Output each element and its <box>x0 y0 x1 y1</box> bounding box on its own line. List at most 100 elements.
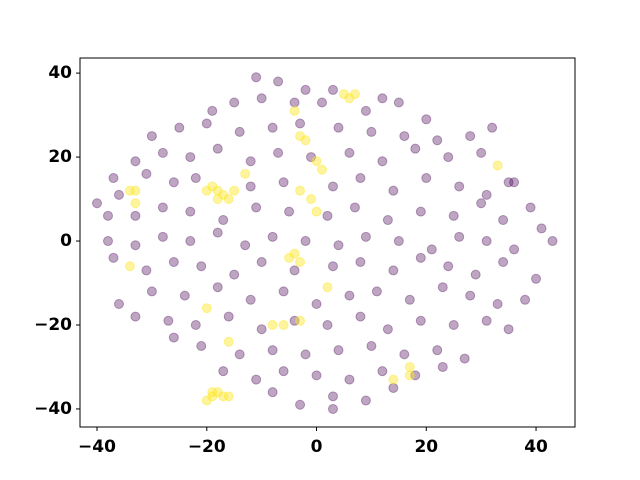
scatter-point <box>509 244 520 255</box>
scatter-point <box>388 185 399 196</box>
scatter-point <box>300 84 311 95</box>
scatter-point <box>256 257 267 268</box>
scatter-point <box>487 122 498 133</box>
scatter-point <box>306 152 317 163</box>
scatter-point <box>448 319 459 330</box>
scatter-point <box>251 374 262 385</box>
scatter-point <box>327 181 338 192</box>
scatter-point <box>201 303 212 314</box>
scatter-point <box>179 290 190 301</box>
scatter-point <box>525 202 536 213</box>
scatter-point <box>278 177 289 188</box>
scatter-point <box>393 236 404 247</box>
scatter-point <box>267 387 278 398</box>
scatter-point <box>267 345 278 356</box>
scatter-point <box>317 164 328 175</box>
scatter-point <box>278 286 289 297</box>
scatter-point <box>108 173 119 184</box>
scatter-point <box>349 202 360 213</box>
scatter-point <box>229 269 240 280</box>
scatter-point <box>382 324 393 335</box>
scatter-point <box>218 189 229 200</box>
scatter-point <box>322 282 333 293</box>
scatter-point <box>415 252 426 263</box>
scatter-point <box>437 282 448 293</box>
scatter-point <box>295 131 306 142</box>
scatter-point <box>185 236 196 247</box>
scatter-point <box>130 210 141 221</box>
scatter-point <box>360 105 371 116</box>
scatter-point <box>344 290 355 301</box>
scatter-point <box>223 391 234 402</box>
scatter-point <box>393 97 404 108</box>
scatter-point <box>245 294 256 305</box>
scatter-point <box>498 257 509 268</box>
scatter-point <box>366 126 377 137</box>
x-tick-label: 20 <box>414 437 438 457</box>
scatter-point <box>267 122 278 133</box>
scatter-point <box>465 290 476 301</box>
scatter-point <box>234 126 245 137</box>
scatter-point <box>174 122 185 133</box>
scatter-point <box>426 244 437 255</box>
scatter-point <box>256 324 267 335</box>
axes-frame <box>79 57 576 428</box>
scatter-point <box>245 156 256 167</box>
scatter-point <box>355 173 366 184</box>
scatter-point <box>223 194 234 205</box>
scatter-point <box>185 206 196 217</box>
scatter-point <box>273 76 284 87</box>
scatter-point <box>245 181 256 192</box>
y-tick-label: 20 <box>48 147 72 167</box>
scatter-point <box>196 261 207 272</box>
scatter-point <box>311 299 322 309</box>
scatter-point <box>295 257 306 268</box>
scatter-point <box>355 311 366 322</box>
scatter-point <box>448 210 459 221</box>
scatter-point <box>284 206 295 217</box>
scatter-point <box>289 105 300 116</box>
scatter-point <box>196 340 207 351</box>
scatter-point <box>503 177 514 188</box>
scatter-point <box>388 382 399 393</box>
scatter-point <box>163 315 174 326</box>
scatter-point <box>295 315 306 326</box>
scatter-point <box>251 202 262 213</box>
scatter-point <box>168 257 179 268</box>
scatter-point <box>201 118 212 129</box>
scatter-point <box>223 336 234 347</box>
scatter-point <box>212 227 223 238</box>
scatter-point <box>476 198 487 209</box>
scatter-point <box>295 399 306 410</box>
scatter-point <box>465 131 476 142</box>
scatter-point <box>157 231 168 242</box>
scatter-point <box>207 105 218 116</box>
scatter-point <box>201 185 212 196</box>
scatter-point <box>404 361 415 372</box>
plot-area <box>92 72 558 414</box>
scatter-point <box>366 340 377 351</box>
scatter-point <box>344 374 355 385</box>
scatter-point <box>492 299 503 309</box>
scatter-point <box>322 319 333 330</box>
scatter-point <box>218 391 229 402</box>
x-tick-label: 0 <box>311 437 323 457</box>
scatter-point <box>454 231 465 242</box>
scatter-point <box>300 349 311 360</box>
scatter-point <box>157 202 168 213</box>
scatter-point <box>432 345 443 356</box>
scatter-point <box>212 282 223 293</box>
scatter-point <box>382 215 393 226</box>
scatter-point <box>212 143 223 154</box>
scatter-point <box>130 240 141 251</box>
scatter-point <box>207 181 218 192</box>
scatter-point <box>124 185 135 196</box>
scatter-point <box>218 215 229 226</box>
scatter-point <box>311 370 322 381</box>
scatter-point <box>113 299 124 309</box>
x-tick-label: 40 <box>524 437 548 457</box>
scatter-point <box>289 265 300 276</box>
scatter-point <box>333 240 344 251</box>
scatter-point <box>234 349 245 360</box>
scatter-point <box>454 181 465 192</box>
